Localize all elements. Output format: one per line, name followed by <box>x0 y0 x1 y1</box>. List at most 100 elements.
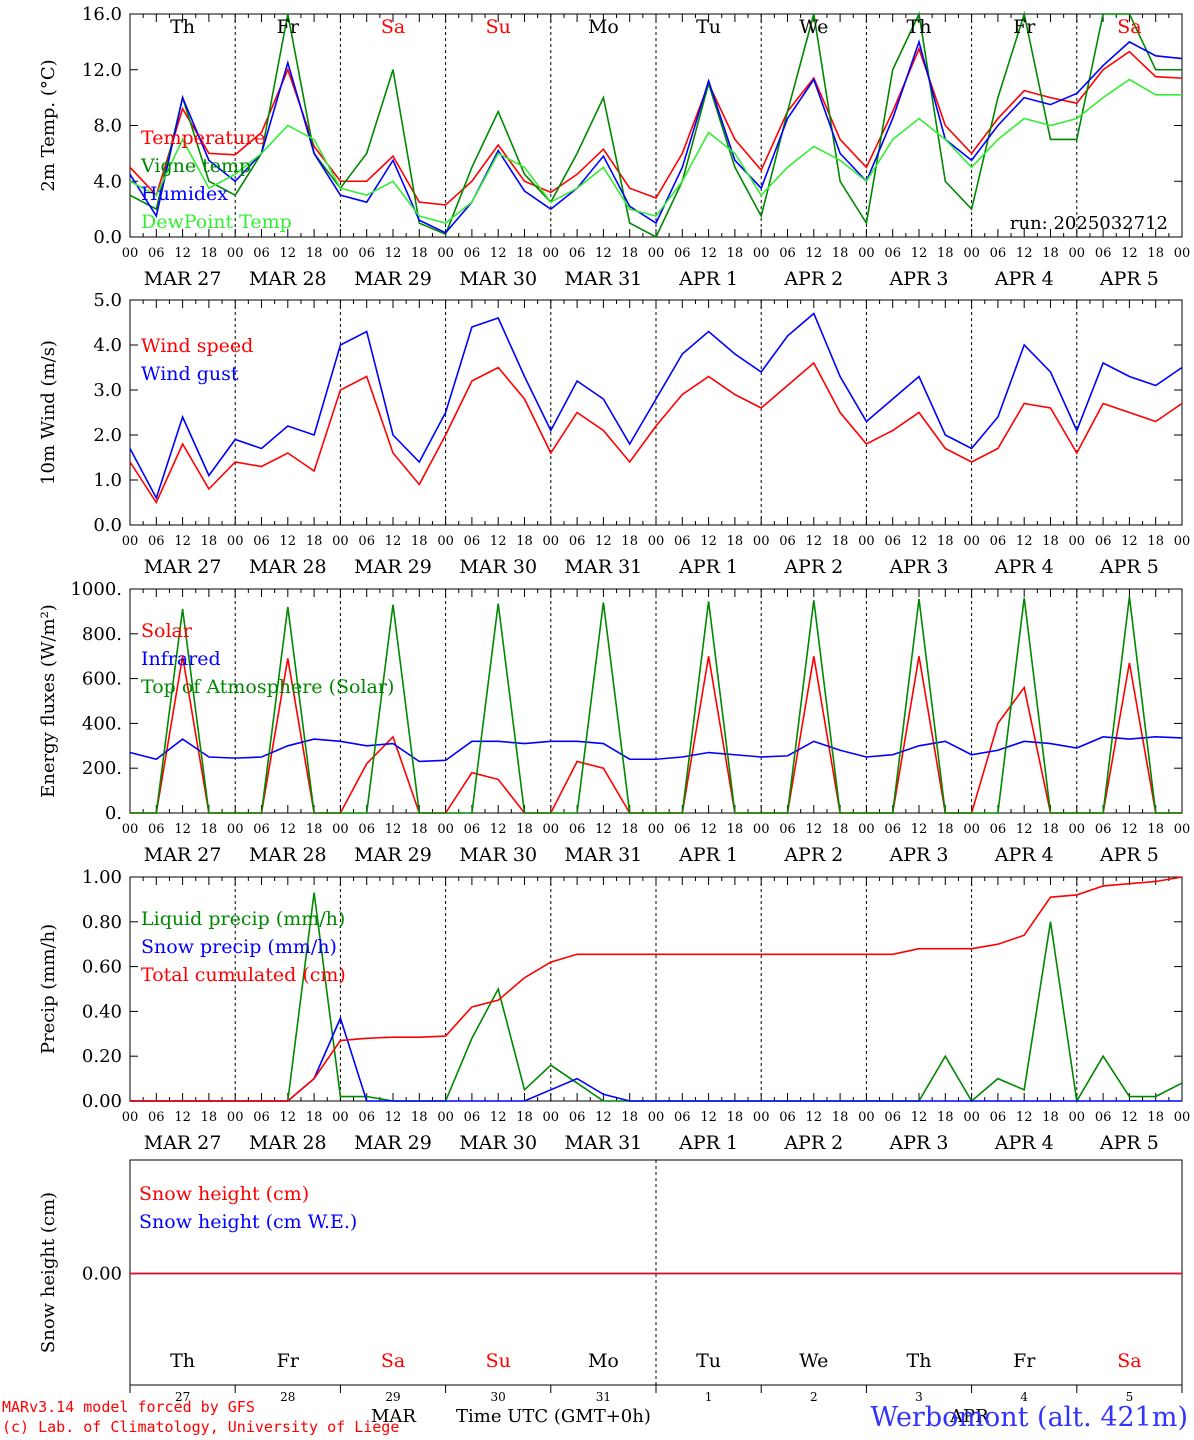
hour-tick-label: 12 <box>700 1110 717 1125</box>
hour-tick-label: 12 <box>1121 534 1138 549</box>
date-label: APR 4 <box>994 844 1054 866</box>
legend-entry: Humidex <box>141 183 228 205</box>
hour-tick-label: 00 <box>332 1110 349 1125</box>
hour-tick-label: 00 <box>858 1110 875 1125</box>
date-label: MAR 27 <box>144 1132 222 1154</box>
date-label: MAR 30 <box>459 268 537 290</box>
y-tick-label: 16.0 <box>82 4 122 25</box>
legend-entry: DewPoint Temp <box>141 211 292 233</box>
hour-tick-label: 18 <box>832 1110 849 1125</box>
date-label: APR 3 <box>889 556 949 578</box>
y-tick-label: 800. <box>82 624 122 645</box>
hour-tick-label: 12 <box>490 246 507 261</box>
hour-tick-label: 12 <box>1121 1110 1138 1125</box>
date-label: APR 1 <box>678 844 738 866</box>
month-label-mar: MAR <box>371 1406 416 1427</box>
hour-tick-label: 00 <box>122 534 139 549</box>
legend-entry: Snow height (cm W.E.) <box>139 1211 357 1233</box>
hour-tick-label: 00 <box>437 822 454 837</box>
weekday-label: Mo <box>588 16 619 38</box>
hour-tick-label: 06 <box>674 246 691 261</box>
hour-tick-label: 12 <box>806 534 823 549</box>
hour-tick-label: 00 <box>648 534 665 549</box>
legend-entry: Liquid precip (mm/h) <box>141 908 345 930</box>
hour-tick-label: 00 <box>858 534 875 549</box>
hour-tick-label: 18 <box>1147 534 1164 549</box>
hour-tick-label: 18 <box>1147 822 1164 837</box>
hour-tick-label: 18 <box>516 246 533 261</box>
month-label-apr: APR <box>950 1406 989 1427</box>
hour-tick-label: 18 <box>411 246 428 261</box>
hour-tick-label: 00 <box>1069 1110 1086 1125</box>
hour-tick-label: 06 <box>779 1110 796 1125</box>
hour-tick-label: 06 <box>464 1110 481 1125</box>
date-label: APR 2 <box>783 844 843 866</box>
y-tick-label: 4.0 <box>93 335 122 356</box>
date-label: MAR 29 <box>354 268 432 290</box>
hour-tick-label: 18 <box>1042 1110 1059 1125</box>
hour-tick-label: 18 <box>306 534 323 549</box>
y-tick-label: 0.0 <box>93 515 122 536</box>
hour-tick-label: 12 <box>174 246 191 261</box>
series-line <box>129 312 1183 501</box>
hour-tick-label: 06 <box>569 246 586 261</box>
hour-tick-label: 00 <box>122 822 139 837</box>
model-credit: MARv3.14 model forced by GFS <box>2 1398 255 1416</box>
hour-tick-label: 18 <box>621 822 638 837</box>
y-axis-label: Snow height (cm) <box>38 1192 59 1353</box>
legend-entry: Vigne temp <box>140 155 251 177</box>
date-label: APR 2 <box>783 268 843 290</box>
hour-tick-label: 06 <box>779 246 796 261</box>
y-tick-label: 0.0 <box>93 227 122 248</box>
hour-tick-label: 06 <box>253 822 270 837</box>
hour-tick-label: 00 <box>648 1110 665 1125</box>
hour-tick-label: 18 <box>832 822 849 837</box>
date-label: MAR 28 <box>249 556 327 578</box>
hour-tick-label: 18 <box>201 1110 218 1125</box>
weekday-label: We <box>799 1350 828 1372</box>
weekday-label: Fr <box>1013 16 1036 38</box>
hour-tick-label: 06 <box>148 1110 165 1125</box>
date-label: MAR 30 <box>459 556 537 578</box>
hour-tick-label: 00 <box>543 246 560 261</box>
hour-tick-label: 12 <box>280 822 297 837</box>
legend-entry: Wind gust <box>141 363 239 385</box>
day-number-label: 30 <box>491 1390 506 1404</box>
panel-frame <box>129 299 1183 526</box>
hour-tick-label: 06 <box>569 1110 586 1125</box>
hour-tick-label: 18 <box>937 534 954 549</box>
legend-entry: Solar <box>141 620 193 642</box>
hour-tick-label: 06 <box>990 1110 1007 1125</box>
hour-tick-label: 06 <box>569 534 586 549</box>
series-line <box>129 78 1182 224</box>
hour-tick-label: 12 <box>595 1110 612 1125</box>
hour-tick-label: 18 <box>832 246 849 261</box>
y-tick-label: 0.20 <box>82 1046 122 1067</box>
hour-tick-label: 00 <box>332 246 349 261</box>
weekday-label: Tu <box>696 1350 721 1372</box>
hour-tick-label: 12 <box>385 822 402 837</box>
hour-tick-label: 00 <box>1174 246 1191 261</box>
weekday-label: Sa <box>1117 1350 1141 1372</box>
date-label: APR 4 <box>994 268 1054 290</box>
hour-tick-label: 12 <box>280 246 297 261</box>
station-title: Werbomont (alt. 421m) <box>870 1402 1188 1433</box>
hour-tick-label: 00 <box>1069 246 1086 261</box>
hour-tick-label: 00 <box>227 822 244 837</box>
hour-tick-label: 12 <box>385 246 402 261</box>
weekday-label: Sa <box>381 16 405 38</box>
date-label: APR 5 <box>1099 556 1159 578</box>
date-label: MAR 28 <box>249 844 327 866</box>
hour-tick-label: 12 <box>174 1110 191 1125</box>
hour-tick-label: 06 <box>1095 822 1112 837</box>
hour-tick-label: 18 <box>621 246 638 261</box>
date-label: MAR 31 <box>565 844 643 866</box>
legend-entry: Top of Atmosphere (Solar) <box>141 676 394 698</box>
hour-tick-label: 00 <box>437 1110 454 1125</box>
date-label: MAR 30 <box>459 1132 537 1154</box>
weekday-label: Th <box>170 1350 195 1372</box>
hour-tick-label: 00 <box>332 534 349 549</box>
hour-tick-label: 06 <box>884 822 901 837</box>
y-axis-label: 2m Temp. (°C) <box>38 59 59 191</box>
